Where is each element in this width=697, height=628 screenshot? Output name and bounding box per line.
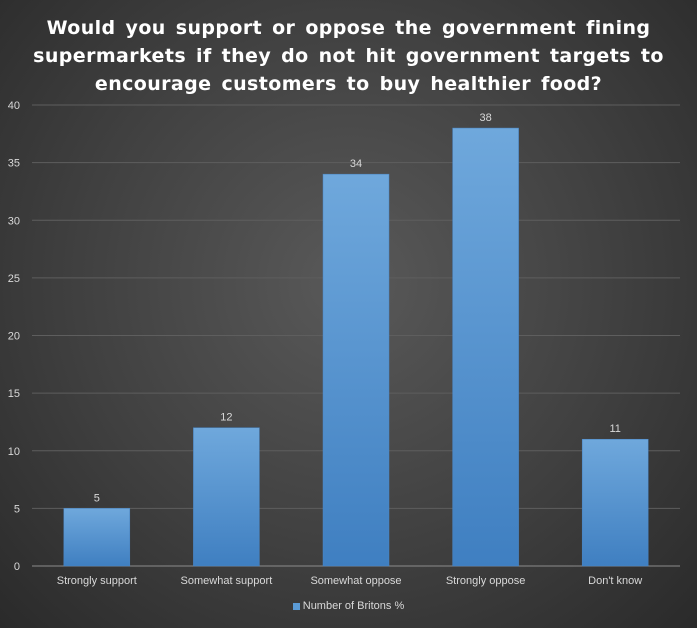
- x-tick-label: Somewhat oppose: [310, 575, 401, 587]
- y-tick-label: 30: [8, 215, 20, 227]
- chart-title: Would you support or oppose the governme…: [33, 17, 664, 95]
- y-tick-label: 5: [14, 503, 20, 515]
- y-tick-label: 20: [8, 331, 20, 343]
- y-tick-label: 15: [8, 388, 20, 400]
- y-tick-label: 10: [8, 446, 20, 458]
- legend: Number of Britons %: [0, 600, 697, 612]
- data-label: 38: [479, 112, 491, 124]
- y-tick-label: 25: [8, 273, 20, 285]
- x-tick-label: Somewhat support: [181, 575, 273, 587]
- y-tick-label: 40: [8, 100, 20, 112]
- x-tick-label: Strongly oppose: [446, 575, 526, 587]
- bar: [193, 427, 260, 567]
- y-tick-label: 0: [14, 561, 20, 573]
- data-label: 11: [609, 423, 620, 435]
- legend-label: Number of Britons %: [302, 600, 405, 613]
- bars: [63, 127, 649, 567]
- y-tick-label: 35: [8, 158, 20, 170]
- bar: [63, 508, 131, 567]
- x-tick-label: Don't know: [588, 575, 642, 587]
- bar: [322, 173, 390, 567]
- data-label: 12: [220, 412, 232, 424]
- bar: [452, 127, 519, 567]
- data-label: 34: [350, 158, 362, 170]
- legend-swatch: [292, 602, 300, 610]
- labels: 0 5 10 15 20 25 30 35 40 5 Strongly support 12 Somew…: [8, 100, 643, 587]
- data-label: 5: [94, 492, 100, 504]
- x-tick-label: Strongly support: [57, 575, 137, 587]
- bar: [581, 438, 649, 567]
